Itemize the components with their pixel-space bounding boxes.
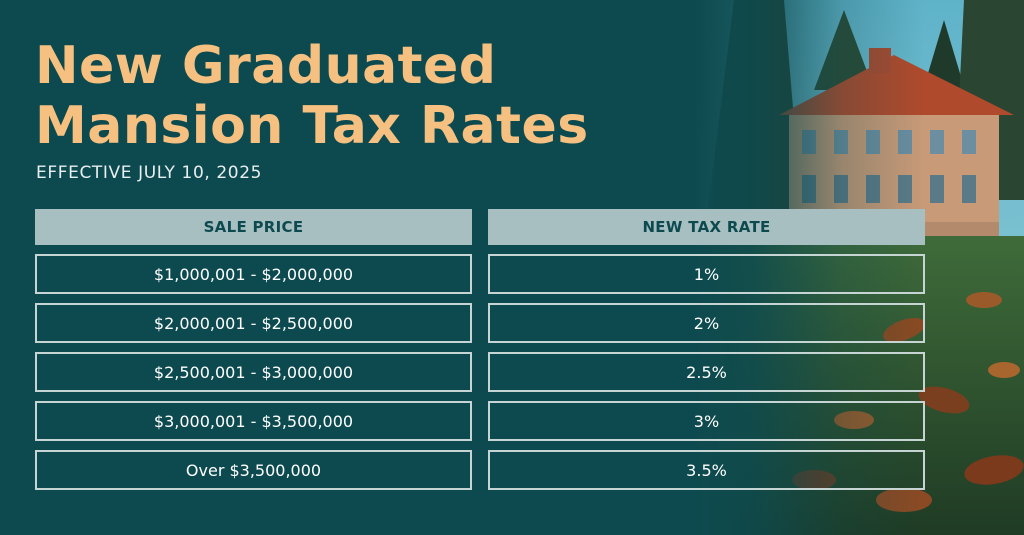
table-row-price: Over $3,500,000 bbox=[35, 450, 472, 490]
tax-rate-column: NEW TAX RATE 1% 2% 2.5% 3% 3.5% bbox=[488, 209, 925, 490]
table-row-price: $3,000,001 - $3,500,000 bbox=[35, 401, 472, 441]
table-row-rate: 2% bbox=[488, 303, 925, 343]
table-row-rate: 3% bbox=[488, 401, 925, 441]
effective-date: EFFECTIVE JULY 10, 2025 bbox=[36, 163, 263, 183]
sale-price-header: SALE PRICE bbox=[35, 209, 472, 245]
table-row-price: $1,000,001 - $2,000,000 bbox=[35, 254, 472, 294]
sale-price-column: SALE PRICE $1,000,001 - $2,000,000 $2,00… bbox=[35, 209, 472, 490]
tax-rate-header: NEW TAX RATE bbox=[488, 209, 925, 245]
title-line-1: New Graduated bbox=[35, 36, 497, 96]
table-row-rate: 2.5% bbox=[488, 352, 925, 392]
photo-fade-overlay bbox=[694, 0, 1024, 535]
title-line-2: Mansion Tax Rates bbox=[35, 96, 589, 156]
page-title: New Graduated Mansion Tax Rates bbox=[35, 36, 589, 156]
table-row-rate: 1% bbox=[488, 254, 925, 294]
table-row-rate: 3.5% bbox=[488, 450, 925, 490]
table-row-price: $2,500,001 - $3,000,000 bbox=[35, 352, 472, 392]
table-row-price: $2,000,001 - $2,500,000 bbox=[35, 303, 472, 343]
